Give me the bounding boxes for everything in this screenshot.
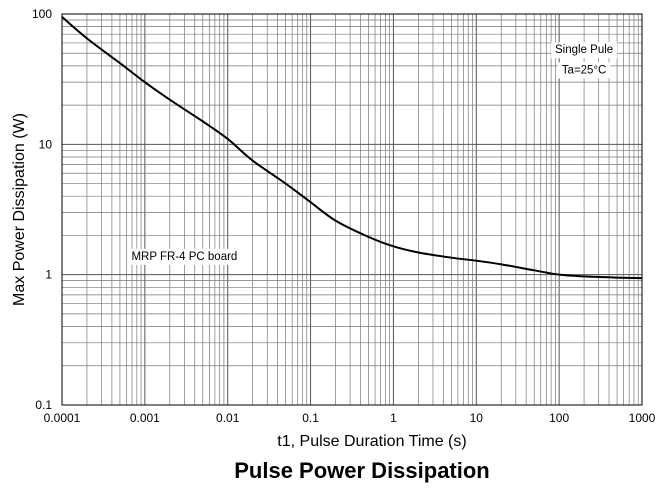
annotation: MRP FR-4 PC board xyxy=(127,248,242,265)
grid xyxy=(61,14,642,406)
annotation-box xyxy=(557,62,611,79)
x-tick-label: 0.1 xyxy=(302,411,319,425)
x-tick-labels: 0.0001 0.001 0.01 0.1 1 10 100 1000 xyxy=(44,411,656,425)
x-axis-label: t1, Pulse Duration Time (s) xyxy=(277,433,466,450)
y-tick-labels: 100 10 1 0.1 xyxy=(32,7,52,412)
y-tick-label: 10 xyxy=(39,137,53,151)
power-curve xyxy=(61,16,643,280)
curves xyxy=(61,16,643,280)
x-tick-label: 0.001 xyxy=(130,411,160,425)
y-axis-label: Max Power Dissipation (W) xyxy=(11,113,28,306)
x-tick-label: 0.0001 xyxy=(44,411,81,425)
x-tick-label: 10 xyxy=(470,411,484,425)
annotation-text: Single Pule xyxy=(555,44,613,56)
plot-frame xyxy=(61,13,643,406)
y-tick-label: 100 xyxy=(32,7,52,21)
x-tick-label: 1 xyxy=(390,411,397,425)
y-tick-label: 0.1 xyxy=(35,398,52,412)
annotation-box xyxy=(550,42,618,59)
x-tick-label: 1000 xyxy=(629,411,656,425)
annotation-text: Ta=25°C xyxy=(562,64,607,76)
x-tick-label: 100 xyxy=(549,411,569,425)
annotation-box xyxy=(127,248,242,265)
chart-title: Pulse Power Dissipation xyxy=(234,458,490,483)
y-tick-label: 1 xyxy=(45,268,52,282)
annotations: Single Pule Ta=25°C MRP FR-4 PC board xyxy=(127,42,618,265)
annotation: Ta=25°C xyxy=(557,62,611,79)
annotation: Single Pule xyxy=(550,42,618,59)
annotation-text: MRP FR-4 PC board xyxy=(131,251,237,263)
x-tick-label: 0.01 xyxy=(216,411,240,425)
